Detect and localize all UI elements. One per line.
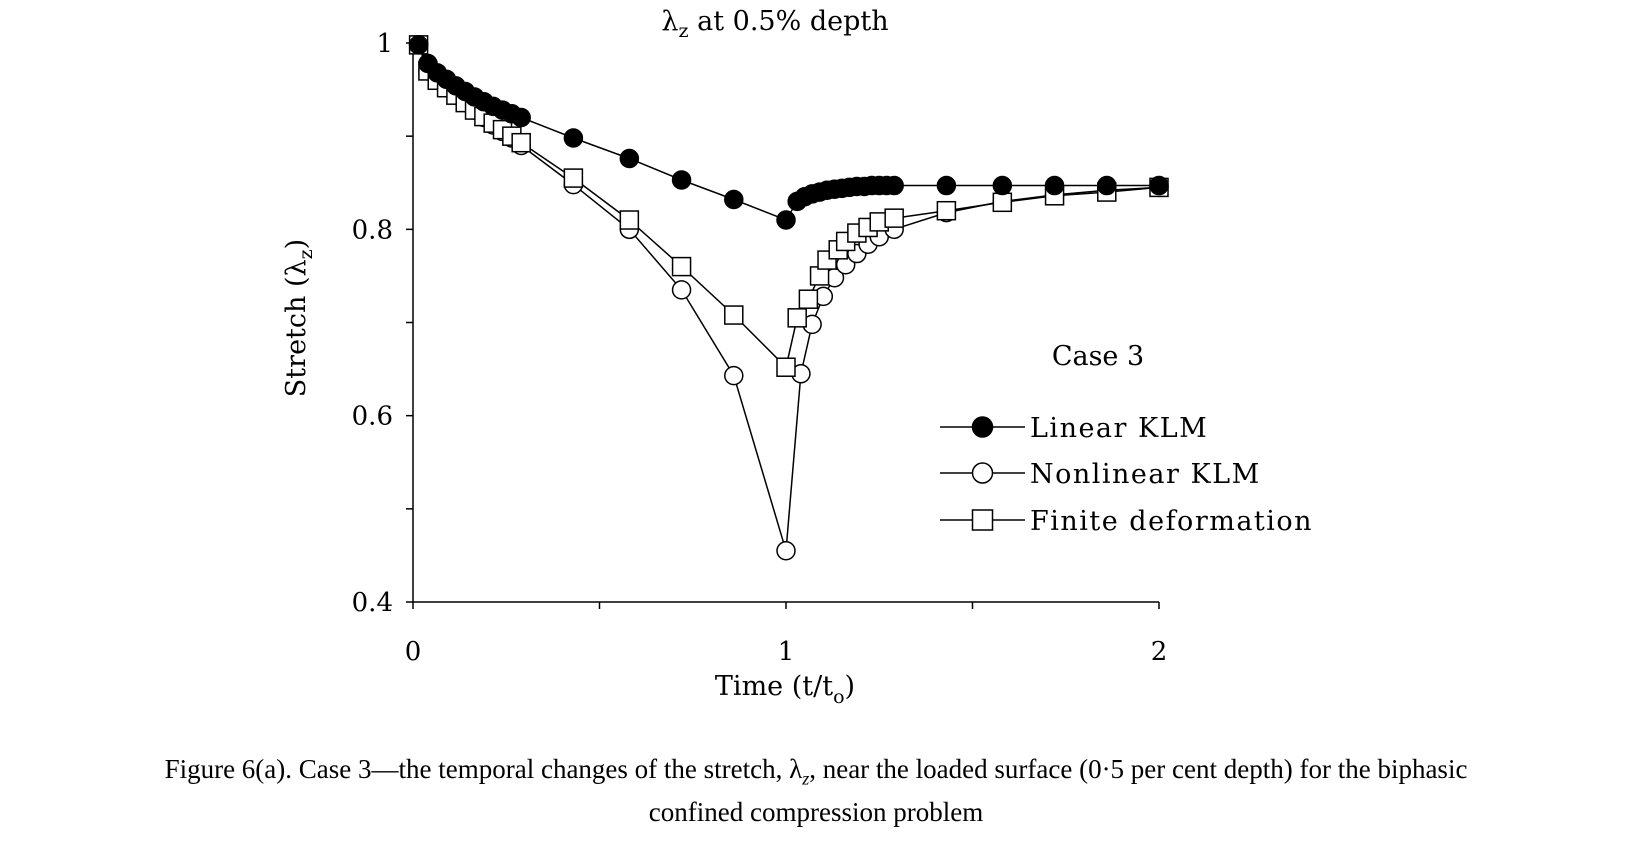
data-point-nonlinear-klm bbox=[776, 541, 796, 561]
series-linear-klm bbox=[408, 35, 1169, 230]
data-point-linear-klm bbox=[408, 35, 429, 55]
legend: Case 3 Linear KLM Nonlinear KLM Finite def… bbox=[940, 341, 1313, 537]
legend-entry-finite-deformation: Finite deformation bbox=[940, 506, 1313, 537]
data-point-linear-klm bbox=[1044, 175, 1065, 196]
figure-caption: Figure 6(a). Case 3—the temporal changes… bbox=[0, 752, 1632, 829]
series-layer bbox=[408, 35, 1169, 561]
legend-marker-nonlinear-klm bbox=[971, 462, 994, 484]
data-point-linear-klm bbox=[1149, 175, 1169, 196]
legend-marker-finite-deformation bbox=[971, 509, 994, 531]
legend-label-finite-deformation: Finite deformation bbox=[1030, 506, 1313, 537]
legend-title: Case 3 bbox=[1052, 341, 1144, 372]
data-point-linear-klm bbox=[563, 128, 584, 148]
data-point-finite-deformation bbox=[798, 289, 819, 309]
data-point-linear-klm bbox=[1097, 175, 1117, 196]
data-point-finite-deformation bbox=[671, 256, 692, 277]
legend-label-linear-klm: Linear KLM bbox=[1030, 413, 1208, 444]
data-point-linear-klm bbox=[724, 189, 744, 210]
data-point-linear-klm bbox=[671, 170, 692, 190]
y-axis-label: Stretch (λz) bbox=[281, 239, 317, 397]
data-point-nonlinear-klm bbox=[724, 365, 744, 386]
legend-entry-linear-klm: Linear KLM bbox=[940, 413, 1208, 444]
caption-line-1: Figure 6(a). Case 3—the temporal changes… bbox=[164, 754, 1468, 789]
caption-line-2: confined compression problem bbox=[648, 797, 984, 828]
legend-marker-linear-klm bbox=[971, 416, 994, 438]
data-point-finite-deformation bbox=[884, 208, 904, 228]
data-point-finite-deformation bbox=[787, 308, 807, 328]
y-tick-label: 0.6 bbox=[352, 402, 393, 432]
data-point-finite-deformation bbox=[619, 210, 640, 230]
data-point-finite-deformation bbox=[511, 132, 531, 153]
data-point-linear-klm bbox=[511, 107, 531, 128]
plot-axes bbox=[406, 42, 1160, 609]
data-point-linear-klm bbox=[992, 175, 1013, 196]
x-tick-label: 1 bbox=[778, 637, 795, 667]
data-point-linear-klm bbox=[619, 148, 640, 169]
data-point-linear-klm bbox=[936, 175, 957, 196]
y-tick-label: 1 bbox=[376, 29, 393, 59]
data-point-finite-deformation bbox=[936, 200, 957, 221]
x-tick-label: 2 bbox=[1151, 637, 1168, 667]
chart-title: λz at 0.5% depth bbox=[661, 6, 888, 42]
y-tick-label: 0.8 bbox=[352, 215, 393, 245]
legend-entry-nonlinear-klm: Nonlinear KLM bbox=[940, 459, 1261, 490]
x-tick-label: 0 bbox=[405, 637, 422, 667]
data-point-finite-deformation bbox=[724, 305, 744, 325]
x-axis-label: Time (t/to) bbox=[715, 671, 855, 708]
y-tick-label: 0.4 bbox=[352, 588, 393, 618]
data-point-finite-deformation bbox=[776, 357, 796, 377]
data-point-linear-klm bbox=[776, 210, 796, 230]
data-point-linear-klm bbox=[884, 175, 904, 196]
data-point-finite-deformation bbox=[992, 192, 1013, 213]
legend-label-nonlinear-klm: Nonlinear KLM bbox=[1030, 459, 1261, 490]
tick-labels: 0.4 0.6 0.8 1 0 1 2 bbox=[352, 29, 1168, 667]
data-point-finite-deformation bbox=[563, 168, 584, 188]
data-point-nonlinear-klm bbox=[671, 280, 692, 300]
